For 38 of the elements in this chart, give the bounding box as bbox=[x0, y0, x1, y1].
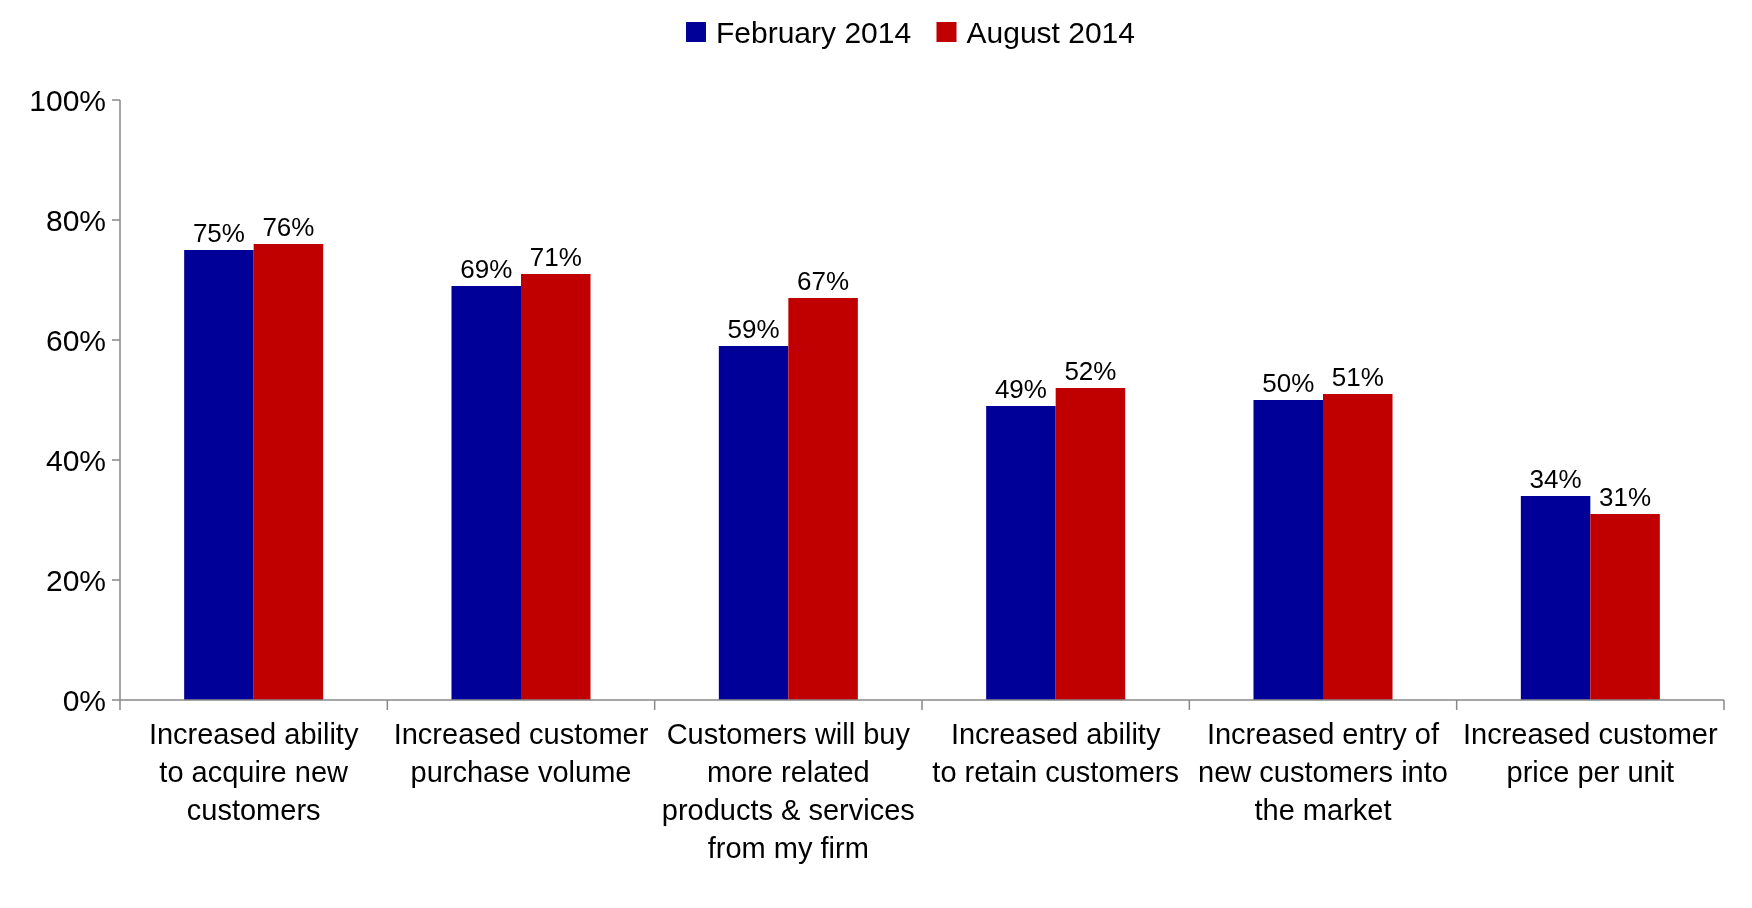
bar bbox=[788, 298, 858, 700]
data-label: 76% bbox=[262, 212, 315, 242]
bar bbox=[1590, 514, 1660, 700]
x-tick-label: Increased ability to retain customers bbox=[932, 718, 1179, 788]
bar bbox=[986, 406, 1056, 700]
bar bbox=[1520, 496, 1591, 700]
x-tick-label: Increased customer purchase volume bbox=[393, 718, 649, 788]
x-tick-label: Increased customer price per unit bbox=[1463, 718, 1719, 788]
legend-label: August 2014 bbox=[966, 15, 1135, 49]
bar bbox=[253, 244, 324, 700]
y-tick-label: 20% bbox=[45, 563, 106, 597]
x-tick-label: Increased ability to acquire new customers bbox=[148, 718, 359, 826]
data-label: 34% bbox=[1529, 464, 1582, 494]
data-label: 75% bbox=[192, 218, 245, 248]
bar bbox=[184, 250, 254, 700]
data-label: 69% bbox=[460, 254, 513, 284]
x-tick-label: Increased entry of new customers into the market bbox=[1198, 718, 1448, 826]
data-label: 59% bbox=[727, 314, 780, 344]
data-label: 71% bbox=[529, 242, 582, 272]
data-label: 52% bbox=[1064, 356, 1117, 386]
bar bbox=[451, 286, 521, 700]
data-label: 50% bbox=[1262, 368, 1315, 398]
bar bbox=[1323, 394, 1393, 700]
data-label: 31% bbox=[1599, 482, 1652, 512]
data-label: 51% bbox=[1331, 362, 1384, 392]
bar bbox=[521, 274, 591, 700]
y-tick-label: 40% bbox=[45, 443, 106, 477]
data-label: 67% bbox=[797, 266, 850, 296]
y-tick-label: 0% bbox=[62, 683, 106, 717]
bar bbox=[718, 346, 789, 700]
x-tick-label: Customers will buy more related products & services from my firm bbox=[661, 718, 915, 864]
y-tick-label: 60% bbox=[45, 323, 106, 357]
data-label: 49% bbox=[994, 374, 1047, 404]
y-tick-label: 80% bbox=[45, 203, 106, 237]
y-tick-label: 100% bbox=[29, 83, 106, 117]
bar bbox=[1055, 388, 1126, 700]
legend-label: February 2014 bbox=[716, 15, 912, 49]
bar bbox=[1253, 400, 1323, 700]
